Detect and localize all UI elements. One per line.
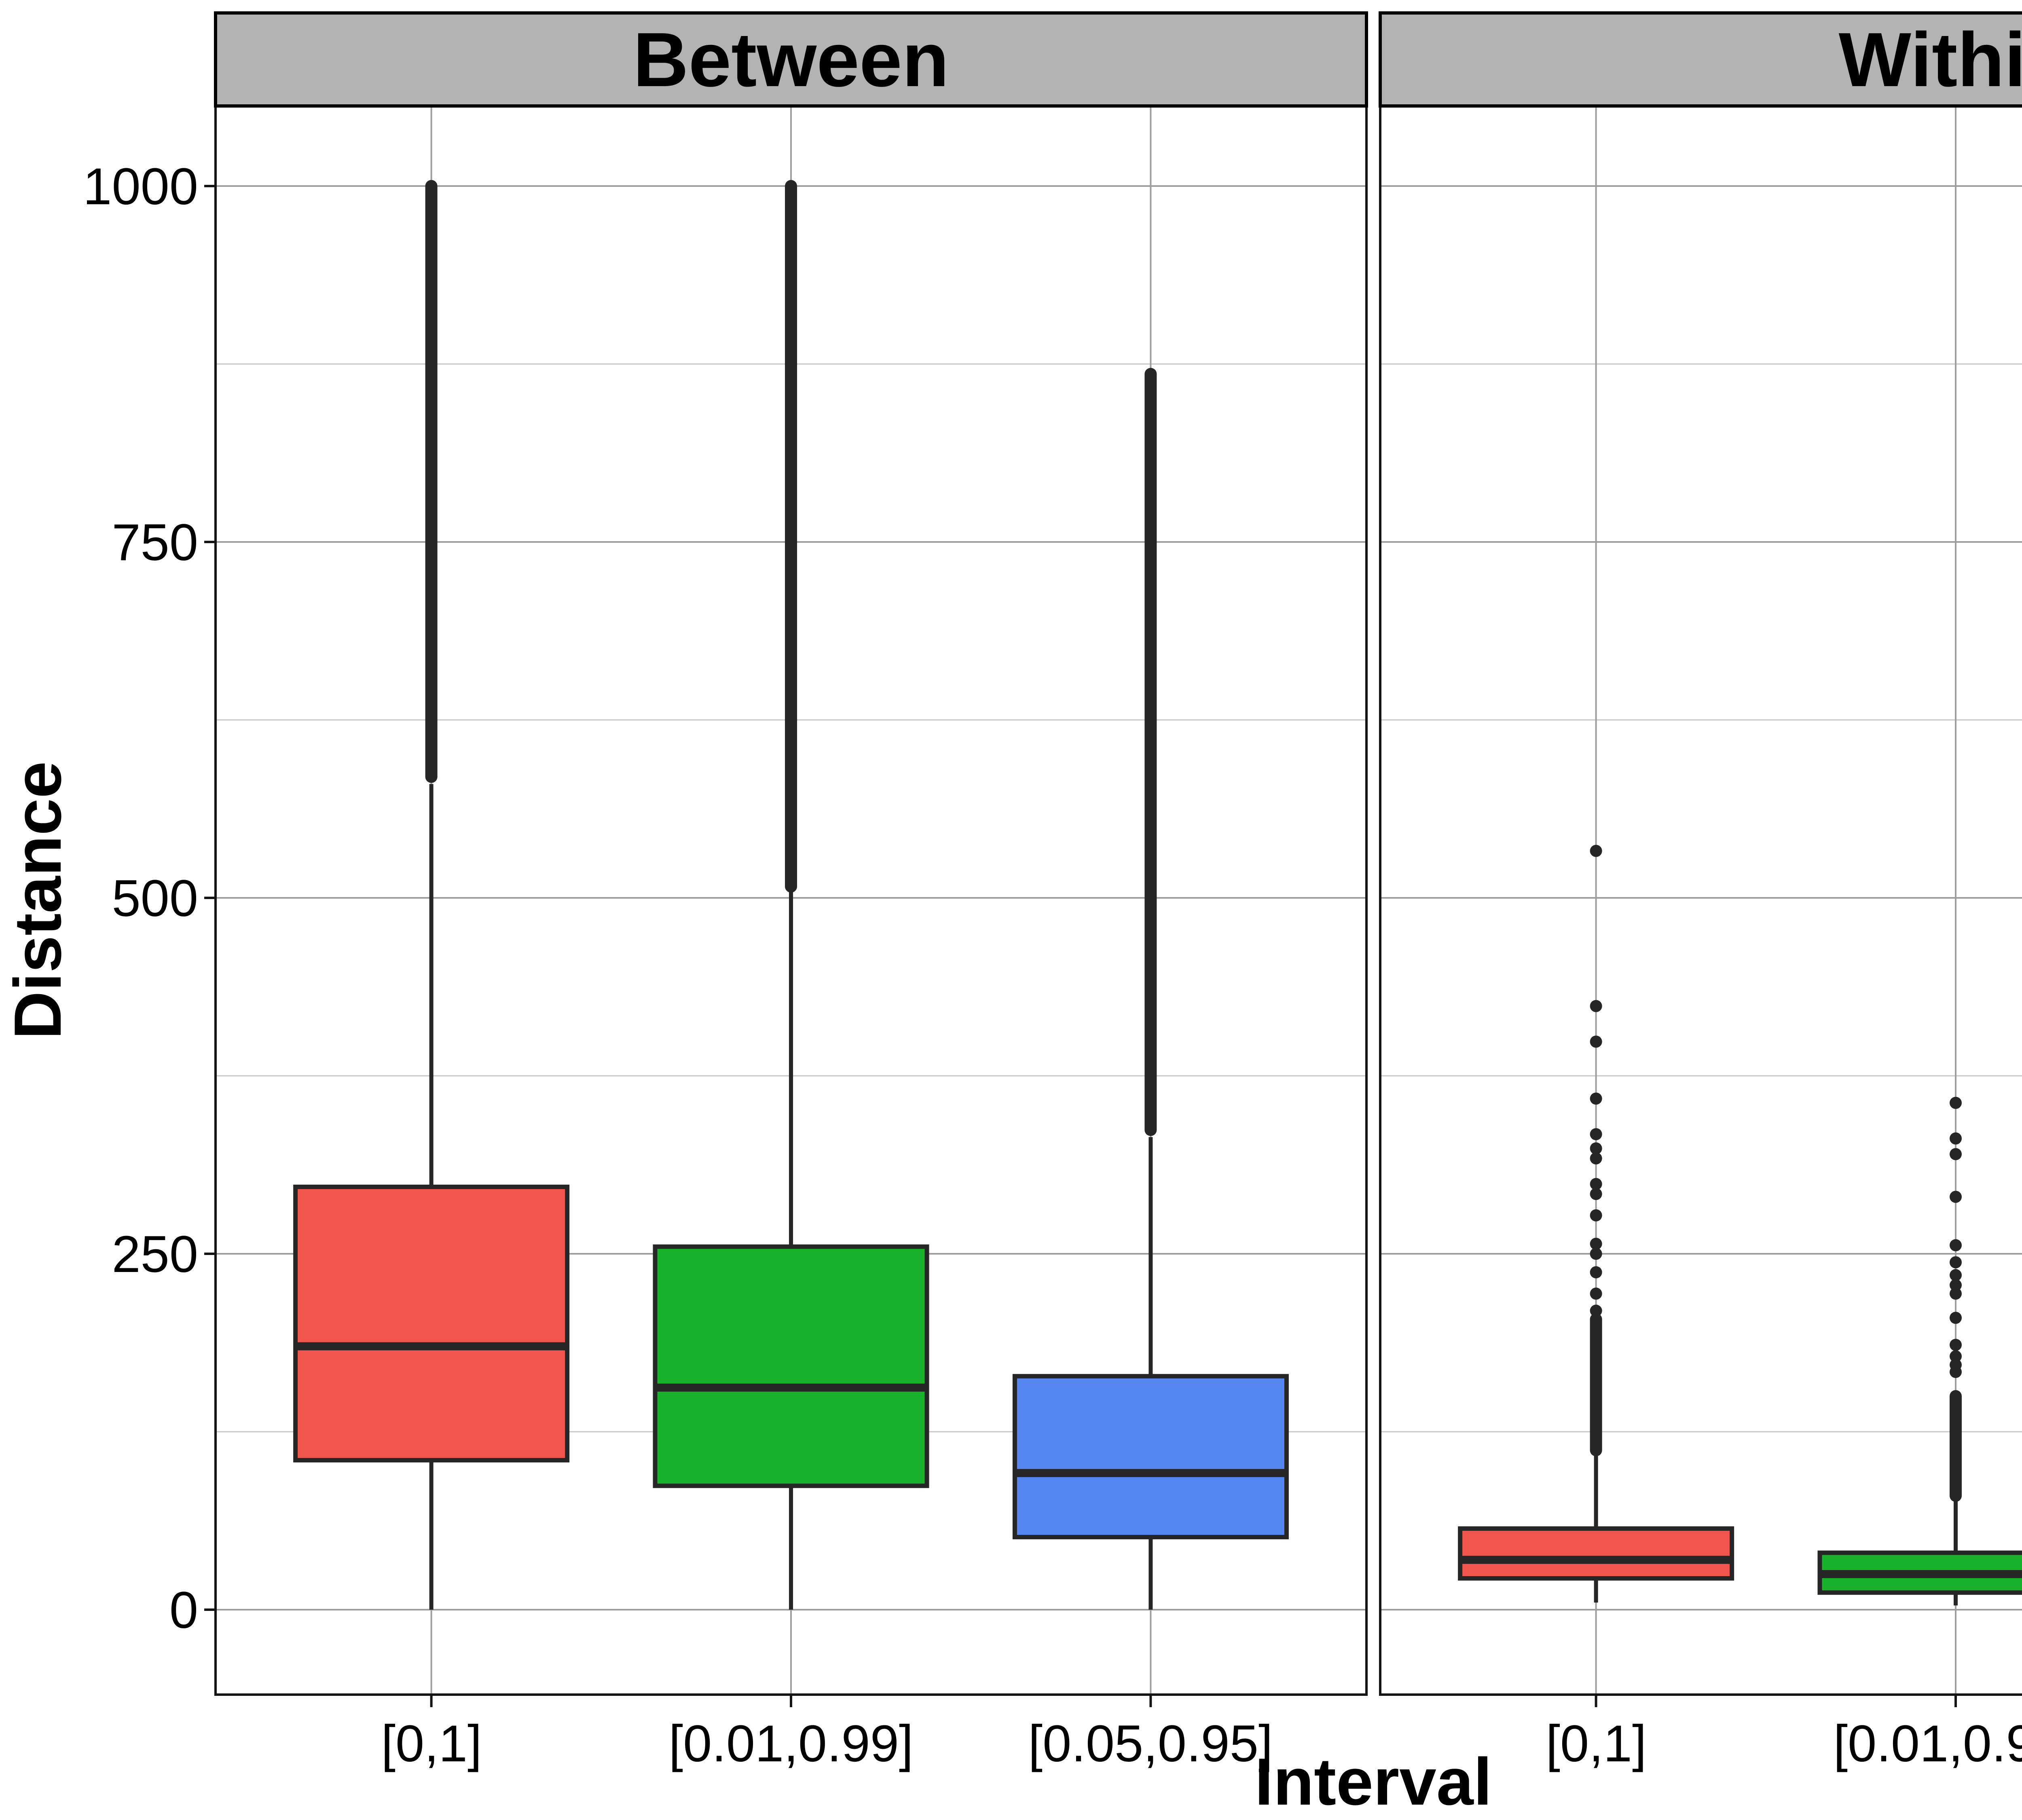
outlier-dot-green-within [1950, 1279, 1962, 1291]
x-tick-label-between-2: [0.01,0.99] [669, 1715, 914, 1773]
strip-label-within: Within [1839, 17, 2022, 103]
outlier-dot-red-within [1590, 1248, 1602, 1260]
outlier-dot-red-within [1590, 1035, 1602, 1048]
outlier-dot-red-within [1590, 1152, 1602, 1165]
x-tick-label-between-3: [0.05,0.95] [1028, 1715, 1273, 1773]
outlier-dot-green-within [1950, 1312, 1962, 1324]
outlier-dot-red-within [1590, 1128, 1602, 1141]
x-axis-title: Interval [1255, 1744, 1492, 1819]
facet-strip-between [214, 11, 1368, 108]
outlier-dot-red-within [1590, 1142, 1602, 1155]
y-tick-label-500: 500 [112, 870, 198, 927]
outlier-dot-red-within [1590, 844, 1602, 857]
x-tick-label-within-1: [0,1] [1546, 1715, 1646, 1773]
outlier-dot-green-within [1950, 1339, 1962, 1351]
x-tick-label-between-1: [0,1] [381, 1715, 482, 1773]
y-tick-label-750: 750 [112, 514, 198, 571]
outlier-dot-red-within [1590, 1266, 1602, 1278]
outlier-dot-green-within [1950, 1148, 1962, 1160]
outlier-dot-green-within [1950, 1359, 1962, 1371]
y-axis-title: Distance [0, 761, 75, 1039]
box-green-between [653, 1244, 929, 1488]
outlier-dot-red-within [1590, 1092, 1602, 1105]
frame-layer [214, 11, 2022, 1696]
outlier-dot-green-within [1950, 1269, 1962, 1281]
outlier-dot-red-within [1590, 1304, 1602, 1317]
outlier-dot-green-within [1950, 1256, 1962, 1269]
panel-border-within [1379, 105, 2022, 1696]
y-tick-label-250: 250 [112, 1225, 198, 1283]
outlier-dot-red-within [1590, 1209, 1602, 1221]
box-blue-between [1012, 1374, 1289, 1539]
y-tick-label-1000: 1000 [83, 158, 198, 216]
outlier-dot-red-within [1590, 1287, 1602, 1300]
outlier-dot-green-within [1950, 1191, 1962, 1203]
x-tick-label-within-2: [0.01,0.99] [1834, 1715, 2022, 1773]
tick-layer [204, 185, 1957, 1707]
outlier-dot-green-within [1950, 1350, 1962, 1363]
outlier-dot-green-within [1950, 1096, 1962, 1109]
outlier-dot-red-within [1590, 1238, 1602, 1250]
box-red-within [1458, 1526, 1734, 1581]
outlier-dot-red-within [1590, 1188, 1602, 1200]
strip-label-between: Between [633, 17, 949, 103]
y-tick-label-0: 0 [169, 1581, 198, 1639]
facet-strip-within [1379, 11, 2022, 108]
text-layer: Between Within 0 250 500 750 1000 [0,1] … [0, 17, 2022, 1819]
box-red-between [293, 1185, 570, 1462]
box-layer [293, 180, 2022, 1610]
outlier-dot-red-within [1590, 1000, 1602, 1012]
outlier-dot-green-within [1950, 1287, 1962, 1300]
outlier-dot-green-within [1950, 1132, 1962, 1145]
outlier-dot-red-within [1590, 1178, 1602, 1190]
outlier-dot-green-within [1950, 1239, 1962, 1251]
